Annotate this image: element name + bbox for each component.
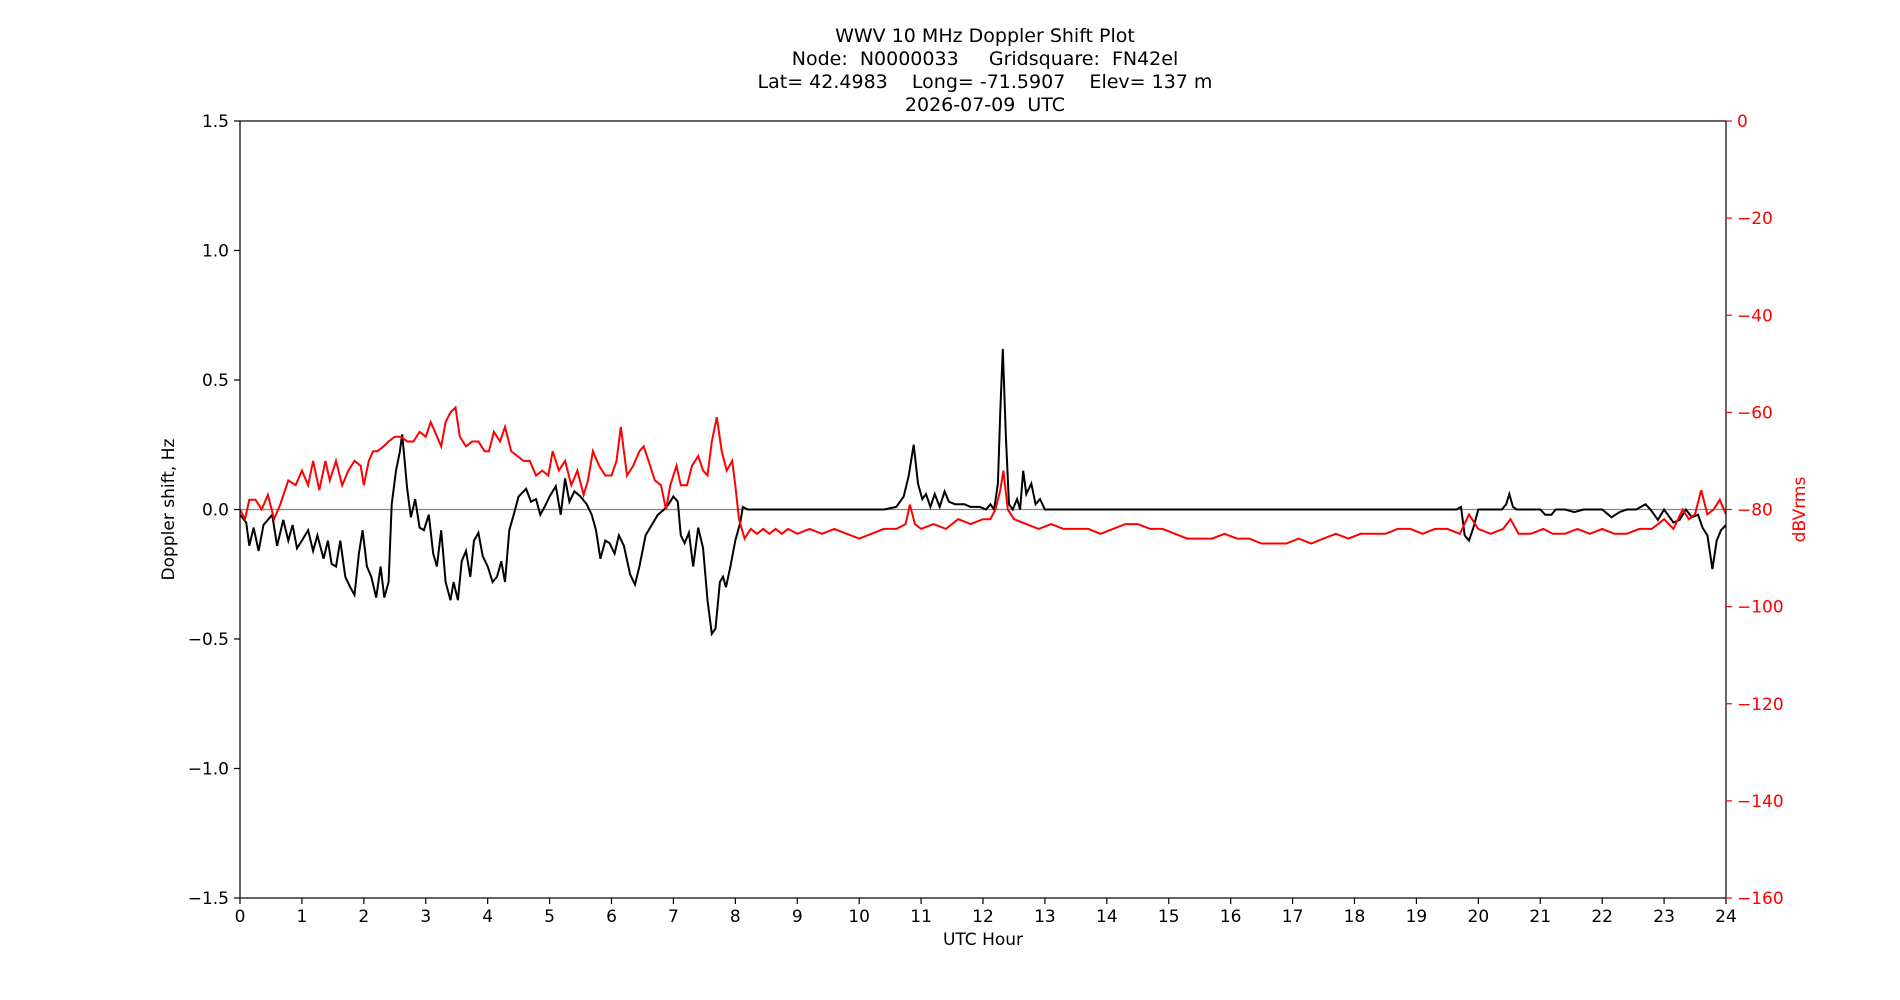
- y-axis-left: 1.5 1.0 0.5 0.0 −0.5 −1.0 −1.5: [188, 112, 240, 909]
- x-tick-label: 17: [1282, 907, 1304, 927]
- x-tick-label: 11: [910, 907, 932, 927]
- y-right-tick-label: −60: [1737, 403, 1773, 423]
- x-tick-label: 5: [544, 907, 555, 927]
- x-tick-label: 15: [1158, 907, 1180, 927]
- x-axis: 0 1 2 3 4 5 6 7 8 9 10 11 12 13 14 15 16 17 18 19 20 21 22 23 24: [235, 898, 1737, 927]
- chart-title-line-1: WWV 10 MHz Doppler Shift Plot: [835, 25, 1135, 47]
- x-tick-label: 0: [235, 907, 246, 927]
- x-tick-label: 6: [606, 907, 617, 927]
- chart-title-line-2: Node: N0000033 Gridsquare: FN42el: [792, 48, 1178, 70]
- chart-title-line-4: 2026-07-09 UTC: [905, 94, 1065, 116]
- x-tick-label: 16: [1220, 907, 1242, 927]
- y-axis-right: 0 −20 −40 −60 −80 −100 −120 −140 −160: [1726, 112, 1784, 909]
- y-right-tick-label: −80: [1737, 501, 1773, 521]
- x-tick-label: 2: [358, 907, 369, 927]
- x-tick-label: 23: [1653, 907, 1675, 927]
- y-right-tick-label: −40: [1737, 306, 1773, 326]
- y-axis-left-label: Doppler shift, Hz: [159, 438, 179, 580]
- y-left-tick-label: 1.5: [202, 112, 229, 132]
- x-tick-label: 22: [1591, 907, 1613, 927]
- y-right-tick-label: −160: [1737, 889, 1784, 909]
- y-left-tick-label: 1.0: [202, 242, 229, 262]
- y-right-tick-label: −20: [1737, 209, 1773, 229]
- x-axis-label: UTC Hour: [943, 930, 1023, 950]
- y-left-tick-label: 0.5: [202, 371, 229, 391]
- power-dbvrms-series: [240, 405, 1726, 545]
- x-tick-label: 7: [668, 907, 679, 927]
- x-tick-label: 4: [482, 907, 493, 927]
- x-tick-label: 19: [1406, 907, 1428, 927]
- x-tick-label: 3: [420, 907, 431, 927]
- x-tick-label: 9: [792, 907, 803, 927]
- x-tick-label: 13: [1034, 907, 1056, 927]
- x-tick-label: 1: [297, 907, 308, 927]
- x-tick-label: 24: [1715, 907, 1737, 927]
- y-left-tick-label: −1.0: [188, 760, 229, 780]
- x-tick-label: 10: [848, 907, 870, 927]
- x-tick-label: 20: [1468, 907, 1490, 927]
- y-left-tick-label: −1.5: [188, 889, 229, 909]
- y-left-tick-label: 0.0: [202, 501, 229, 521]
- x-tick-label: 8: [730, 907, 741, 927]
- y-right-tick-label: 0: [1737, 112, 1748, 132]
- y-right-tick-label: −140: [1737, 792, 1784, 812]
- x-tick-label: 14: [1096, 907, 1118, 927]
- x-tick-label: 12: [972, 907, 994, 927]
- x-tick-label: 18: [1344, 907, 1366, 927]
- chart-title: WWV 10 MHz Doppler Shift Plot Node: N000…: [758, 25, 1213, 116]
- x-tick-label: 21: [1529, 907, 1551, 927]
- doppler-shift-series: [240, 348, 1726, 637]
- y-right-tick-label: −100: [1737, 598, 1784, 618]
- y-right-tick-label: −120: [1737, 695, 1784, 715]
- chart-title-line-3: Lat= 42.4983 Long= -71.5907 Elev= 137 m: [758, 71, 1213, 93]
- y-axis-right-label: dBVrms: [1790, 477, 1810, 543]
- y-left-tick-label: −0.5: [188, 630, 229, 650]
